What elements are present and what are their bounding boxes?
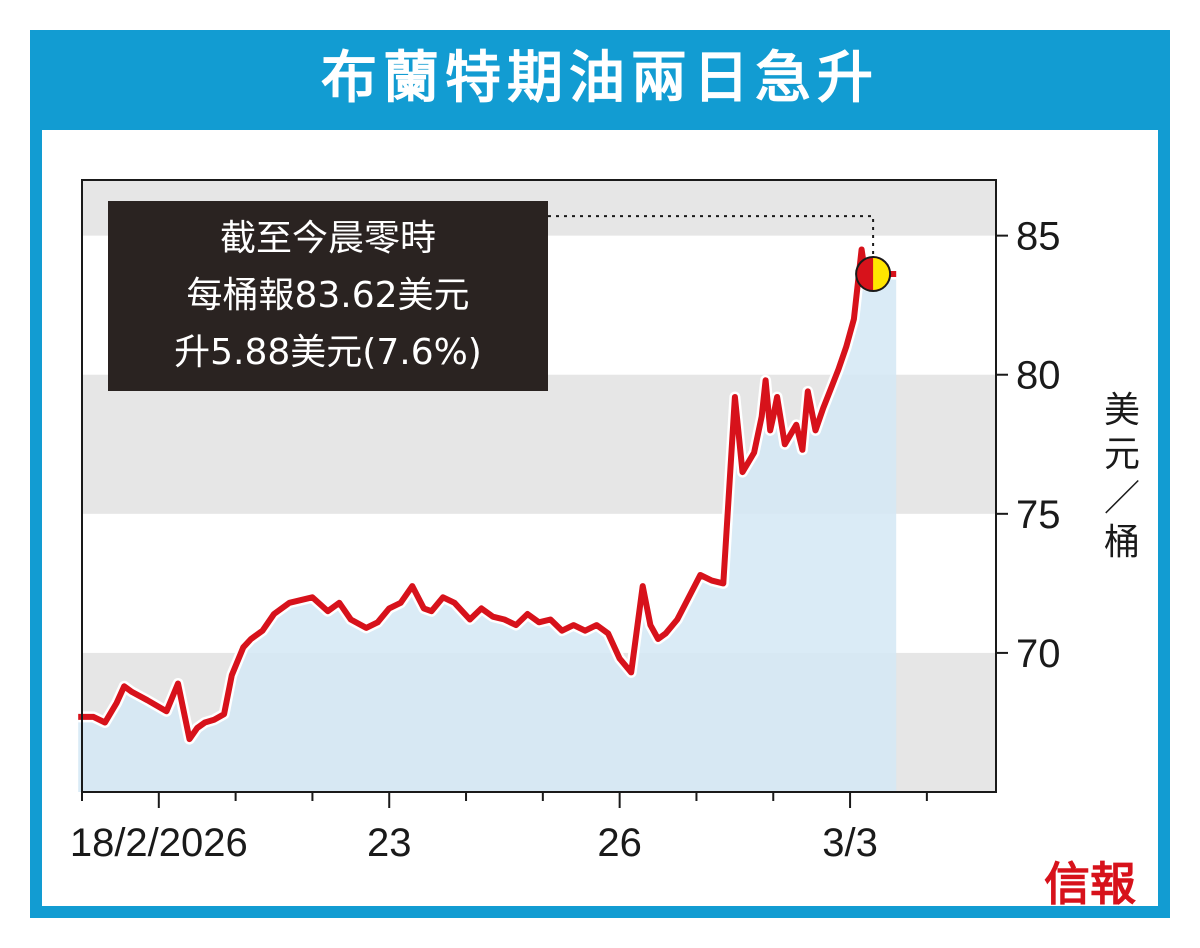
plot-frame xyxy=(81,179,997,793)
price-area xyxy=(78,249,897,792)
x-tick-labels: 18/2/2026 23 26 3/3 xyxy=(70,792,928,865)
latest-value-reference-line xyxy=(548,215,875,258)
x-tick-label: 23 xyxy=(367,821,412,865)
annotation-box: 截至今晨零時 每桶報83.62美元 升5.88美元(7.6%) xyxy=(108,201,548,391)
chart-frame: 布蘭特期油兩日急升 70 75 80 85 18/2/2026 23 26 3/3 美 元 … xyxy=(30,30,1170,918)
chart-panel: 70 75 80 85 18/2/2026 23 26 3/3 美 元 ／ 桶 截至今晨零時… xyxy=(42,130,1158,906)
y-tick-label: 85 xyxy=(1016,215,1061,259)
price-chart: 70 75 80 85 18/2/2026 23 26 3/3 美 元 ／ 桶 截至今晨零時… xyxy=(70,179,1140,906)
x-tick-label: 18/2/2026 xyxy=(70,821,248,865)
axes xyxy=(81,179,997,793)
x-tick-label: 26 xyxy=(597,821,642,865)
price-line xyxy=(78,246,897,743)
latest-value-marker-half xyxy=(873,258,890,291)
annotation-line-3: 升5.88美元(7.6%) xyxy=(174,332,482,373)
publisher-logo: 信報 xyxy=(1044,857,1136,906)
y-axis-unit-3: ／ xyxy=(1104,478,1140,519)
y-tick-label: 70 xyxy=(1016,632,1061,676)
annotation-line-2: 每桶報83.62美元 xyxy=(186,275,469,316)
y-tick-label: 75 xyxy=(1016,493,1061,537)
y-tick-labels: 70 75 80 85 xyxy=(996,215,1061,676)
x-tick-label: 3/3 xyxy=(822,821,878,865)
y-axis-unit-2: 元 xyxy=(1104,434,1140,475)
annotation-line-1: 截至今晨零時 xyxy=(220,218,436,259)
y-axis-unit-4: 桶 xyxy=(1104,522,1140,563)
y-tick-label: 80 xyxy=(1016,354,1061,398)
chart-title: 布蘭特期油兩日急升 xyxy=(321,46,879,111)
y-axis-unit-1: 美 xyxy=(1104,390,1140,431)
